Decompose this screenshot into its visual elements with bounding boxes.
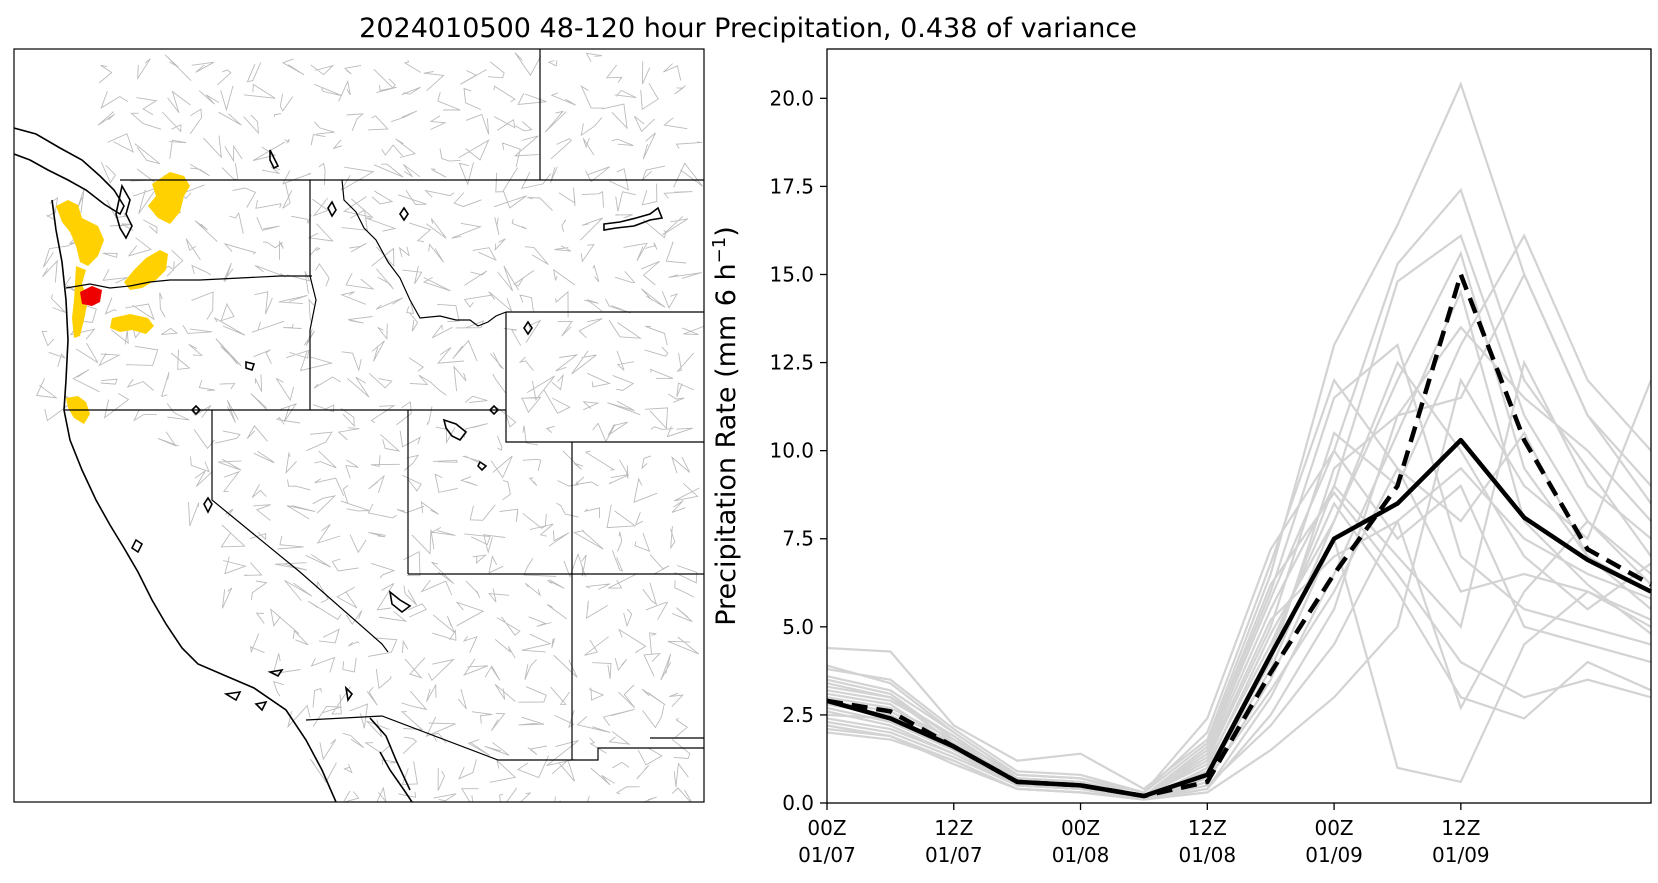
- y-tick-label: 0.0: [782, 791, 814, 815]
- ensemble-member-line: [826, 360, 1652, 798]
- flathead-lake: [327, 200, 337, 218]
- lake-koocanusa: [269, 149, 280, 170]
- coastline: [14, 127, 664, 802]
- lake-small-2: [523, 320, 533, 336]
- washington-oregon-border: [65, 275, 312, 289]
- x-tick-label-time: 00Z: [1061, 816, 1100, 840]
- fort-peck-lake: [603, 206, 664, 231]
- highlighted-basins: [56, 172, 190, 424]
- vancouver-island: [14, 127, 125, 216]
- ensemble-member-line: [826, 377, 1652, 794]
- map-frame: [13, 48, 705, 803]
- lake-small-3: [245, 360, 256, 372]
- gulf-of-california-coast: [369, 717, 411, 791]
- y-tick-label: 15.0: [769, 262, 814, 286]
- basin-outline-paths: [35, 52, 704, 802]
- island-1: [223, 690, 242, 702]
- x-tick-label-date: 01/09: [1432, 843, 1490, 867]
- basin-outlines: [35, 52, 704, 802]
- y-axis-label: Precipitation Rate (mm 6 h−1): [709, 226, 743, 626]
- x-tick-label-time: 12Z: [1441, 816, 1480, 840]
- lake-small-7: [130, 538, 144, 554]
- figure-title: 2024010500 48-120 hour Precipitation, 0.…: [359, 13, 1137, 44]
- x-tick-label-time: 00Z: [807, 816, 846, 840]
- basin-highlight-moderate: [148, 172, 190, 224]
- x-tick-label-date: 01/08: [1052, 843, 1110, 867]
- ensemble-mean-solid-line: [826, 437, 1653, 799]
- basin-highlight-moderate: [124, 250, 168, 290]
- ensemble-member-line: [826, 466, 1652, 801]
- y-tick-label: 7.5: [782, 527, 814, 551]
- great-salt-lake: [442, 418, 468, 442]
- chart-panel: 0.0 2.5 5.0 7.5 10.0 12.5 15.0 17.5 20.0 00Z 01/0…: [709, 48, 1653, 867]
- x-tick-label-date: 01/08: [1178, 843, 1236, 867]
- x-tick-label-date: 01/07: [925, 843, 983, 867]
- x-tick-label-time: 12Z: [934, 816, 973, 840]
- y-axis-label-unit-exponent: −1: [709, 237, 730, 264]
- lake-small-1: [399, 206, 409, 222]
- x-tick-label-date: 01/09: [1305, 843, 1363, 867]
- island-3: [267, 668, 284, 678]
- x-tick-label-time: 00Z: [1314, 816, 1353, 840]
- ensemble-member-line: [826, 519, 1652, 798]
- idaho-montana-border: [341, 179, 507, 327]
- lake-small-5: [488, 404, 500, 416]
- chart-frame: [826, 48, 1652, 804]
- nevada-california-border: [211, 410, 389, 653]
- lake-small-6: [477, 460, 488, 472]
- ensemble-member-line: [826, 430, 1652, 801]
- y-tick-label: 10.0: [769, 439, 814, 463]
- political-boundaries: [64, 49, 704, 761]
- basin-highlight-moderate: [56, 200, 104, 266]
- ensemble-member-line: [826, 325, 1652, 801]
- baja-coast: [379, 751, 413, 802]
- island-2: [254, 700, 268, 712]
- ensemble-member-line: [826, 81, 1652, 791]
- wyoming-box: [505, 311, 704, 443]
- y-tick-label: 2.5: [782, 703, 814, 727]
- basin-highlight-moderate: [72, 266, 88, 338]
- basin-highlight-high: [80, 286, 102, 306]
- lake-mead: [388, 590, 412, 614]
- ensemble-member-lines: [826, 81, 1653, 801]
- lake-tahoe: [203, 496, 213, 514]
- ensemble-member-line: [826, 491, 1652, 794]
- map-panel: [13, 48, 705, 803]
- ensemble-member-line: [826, 377, 1653, 801]
- puget-sound: [115, 183, 133, 240]
- lake-small-4: [190, 404, 202, 416]
- x-tick-label-date: 01/07: [798, 843, 856, 867]
- y-axis: 0.0 2.5 5.0 7.5 10.0 12.5 15.0 17.5 20.0: [769, 86, 827, 815]
- idaho-west-border: [309, 180, 317, 410]
- salton-sea: [344, 685, 354, 703]
- x-tick-label-time: 12Z: [1188, 816, 1227, 840]
- basin-highlight-moderate: [110, 314, 154, 334]
- x-axis: 00Z 01/07 12Z 01/07 00Z 01/08 12Z 01/08 00Z 01/09…: [798, 803, 1490, 867]
- mean-lines: [826, 272, 1653, 799]
- y-tick-label: 20.0: [769, 86, 814, 110]
- y-tick-label: 17.5: [769, 174, 814, 198]
- y-tick-label: 5.0: [782, 615, 814, 639]
- y-tick-label: 12.5: [769, 351, 814, 375]
- az-south-border: [305, 715, 704, 761]
- ensemble-mean-dashed-line: [826, 272, 1653, 799]
- ensemble-member-line: [826, 448, 1652, 798]
- pacific-coastline: [51, 199, 337, 802]
